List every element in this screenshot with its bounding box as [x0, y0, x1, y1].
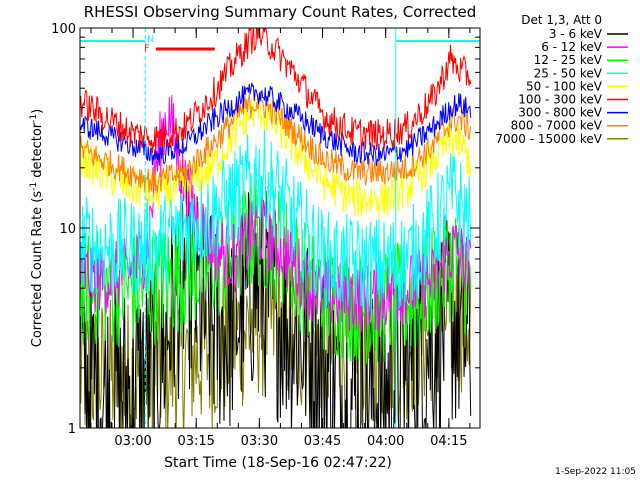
y-axis-label: Corrected Count Rate (s-1 detector-1): [29, 109, 45, 347]
series-line: [80, 90, 472, 193]
legend-item-label: 25 - 50 keV: [534, 66, 603, 80]
axes: 1 10 100 03:00 03:15 03:30 03:45 04:00 04:15: [51, 22, 480, 449]
night-marker-label: N: [147, 35, 154, 45]
legend-item-label: 800 - 7000 keV: [511, 119, 603, 133]
x-axis-label: Start Time (18-Sep-16 02:47:22): [164, 455, 392, 471]
flare-marker-label: F: [144, 44, 149, 54]
x-tick-label: 04:00: [367, 434, 404, 449]
x-tick-label: 03:30: [241, 434, 278, 449]
series-line: [80, 129, 472, 315]
x-tick-label: 03:15: [177, 434, 214, 449]
legend-title: Det 1,3, Att 0: [521, 13, 602, 27]
label-part: Corrected Count Rate (s: [30, 191, 45, 348]
x-tick-label: 04:15: [430, 434, 467, 449]
y-tick-label: 10: [59, 222, 76, 237]
legend-item-label: 7000 - 15000 keV: [495, 132, 602, 146]
label-part: ): [30, 109, 45, 114]
series-line: [80, 28, 472, 154]
superscript: -1: [29, 114, 39, 123]
chart-title: RHESSI Observing Summary Count Rates, Co…: [84, 3, 477, 21]
superscript: -1: [29, 182, 39, 191]
x-tick-label: 03:00: [114, 434, 151, 449]
legend-item-label: 300 - 800 keV: [518, 106, 602, 120]
legend-item-label: 12 - 25 keV: [534, 53, 603, 67]
legend-item-label: 100 - 300 keV: [518, 93, 602, 107]
y-tick-label: 1: [68, 422, 76, 437]
plot-area: NF: [80, 28, 481, 428]
plot-clip-group: [80, 28, 472, 428]
timestamp: 1-Sep-2022 11:05: [555, 467, 636, 477]
y-axis-label-text: Corrected Count Rate (s-1 detector-1): [29, 109, 45, 347]
legend-item-label: 3 - 6 keV: [549, 27, 603, 41]
legend-item-label: 6 - 12 keV: [541, 40, 603, 54]
y-tick-label: 100: [51, 22, 76, 37]
legend-item-label: 50 - 100 keV: [526, 79, 603, 93]
label-part: detector: [30, 122, 45, 182]
x-tick-label: 03:45: [304, 434, 341, 449]
